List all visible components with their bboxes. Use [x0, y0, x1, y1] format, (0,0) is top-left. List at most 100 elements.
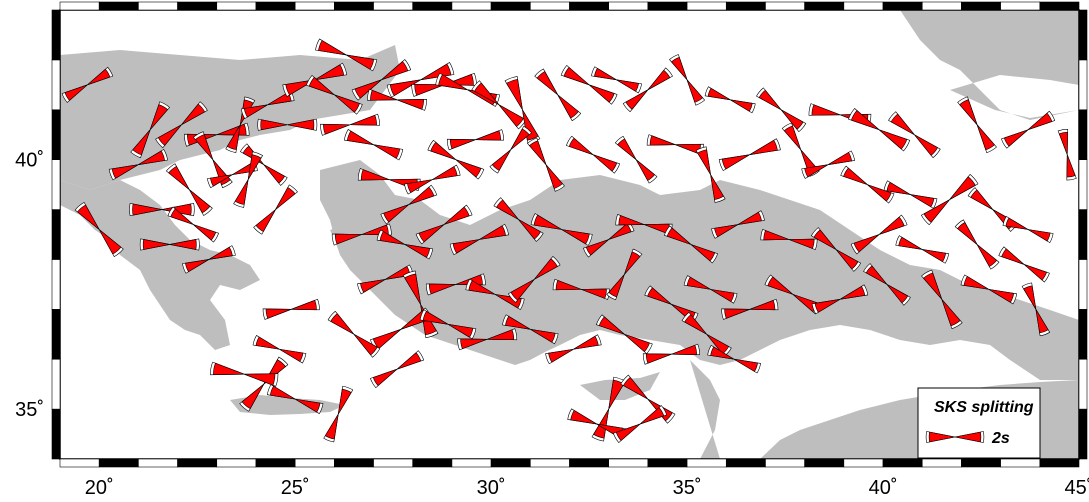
border-top-segment: [138, 1, 178, 11]
symbol-wedge: [853, 234, 880, 253]
symbol-wedge: [491, 149, 511, 171]
splitting-symbol: [622, 67, 673, 113]
splitting-symbol: [502, 314, 559, 345]
symbol-wedge: [383, 204, 410, 223]
splitting-symbol: [957, 96, 997, 154]
symbol-wedge: [563, 66, 590, 86]
symbol-wedge: [506, 79, 523, 110]
symbol-wedge: [337, 388, 352, 415]
symbol-wedge: [647, 69, 671, 91]
splitting-symbol: [139, 238, 200, 251]
symbol-wedge: [568, 137, 594, 155]
splitting-symbol: [493, 197, 544, 242]
symbol-wedge: [169, 239, 197, 250]
border-right-segment: [1078, 408, 1088, 460]
symbol-wedge: [1066, 154, 1076, 178]
symbol-wedge: [449, 138, 476, 150]
splitting-symbol: [663, 225, 719, 264]
splitting-symbol: [252, 335, 307, 364]
symbol-wedge: [241, 383, 265, 410]
border-bottom-segment: [608, 458, 649, 468]
symbol-wedge: [557, 94, 579, 119]
border-bottom-segment: [451, 458, 492, 468]
symbol-wedge: [496, 199, 519, 220]
symbol-wedge: [548, 348, 574, 363]
splitting-symbol: [404, 164, 461, 195]
border-bottom-segment: [804, 458, 845, 468]
border-top-segment: [843, 1, 884, 11]
symbol-wedge: [149, 104, 169, 130]
splitting-symbol: [240, 90, 295, 120]
symbol-wedge: [615, 423, 641, 442]
symbol-wedge: [780, 109, 804, 130]
splitting-symbol: [1021, 282, 1051, 337]
symbol-wedge: [111, 164, 139, 179]
symbol-wedge: [710, 346, 735, 360]
symbol-wedge: [294, 398, 321, 413]
symbol-wedge: [749, 139, 778, 155]
splitting-symbols: [61, 38, 1077, 444]
symbol-wedge: [783, 125, 802, 150]
symbol-wedge: [194, 134, 214, 160]
border-top-segment: [530, 1, 570, 11]
symbol-wedge: [157, 124, 182, 146]
splitting-symbol: [954, 219, 1000, 270]
symbol-wedge: [185, 259, 210, 273]
symbol-wedge: [1027, 112, 1053, 131]
symbol-wedge: [910, 194, 935, 208]
splitting-symbol: [527, 137, 565, 192]
symbol-wedge: [617, 138, 637, 160]
symbol-wedge: [404, 244, 431, 258]
splitting-symbol: [613, 405, 668, 444]
legend-scale-label: 2s: [991, 430, 1010, 447]
x-tick-label: 45˚: [1065, 477, 1089, 499]
splitting-symbol: [446, 129, 504, 151]
symbol-wedge: [487, 329, 515, 341]
border-top-segment: [804, 1, 845, 11]
land-north-black-sea: [395, 10, 1079, 120]
symbol-wedge: [379, 231, 406, 245]
splitting-symbol: [504, 76, 541, 144]
symbol-wedge: [1023, 285, 1037, 310]
symbol-wedge: [234, 179, 249, 205]
symbol-wedge: [323, 123, 351, 135]
symbol-wedge: [370, 89, 398, 101]
symbol-wedge: [714, 224, 739, 238]
land-aegean-islands: [330, 225, 448, 312]
symbol-wedge: [396, 352, 422, 370]
symbol-wedge: [132, 203, 162, 216]
symbol-wedge: [432, 166, 458, 180]
border-bottom-segment: [138, 458, 178, 468]
splitting-symbol: [129, 203, 195, 217]
symbol-wedge: [1005, 217, 1029, 230]
symbol-wedge: [275, 187, 296, 210]
border-left-segment: [51, 408, 61, 460]
border-top-segment: [177, 1, 218, 11]
symbol-wedge: [957, 222, 978, 245]
symbol-wedge: [561, 229, 590, 245]
symbol-wedge: [168, 165, 190, 190]
splitting-symbol: [130, 101, 170, 159]
symbol-wedge: [247, 154, 262, 180]
splitting-symbol: [850, 214, 908, 255]
border-bottom-segment: [334, 458, 374, 468]
symbol-wedge: [498, 104, 524, 127]
symbol-wedge: [724, 308, 750, 319]
symbol-wedge: [710, 174, 724, 200]
splitting-symbol: [305, 74, 363, 115]
border-top-segment: [59, 1, 100, 11]
symbol-wedge: [624, 251, 641, 275]
symbol-wedge: [414, 84, 445, 96]
symbol-wedge: [460, 338, 488, 350]
symbol-wedge: [430, 141, 457, 160]
splitting-symbol: [471, 80, 527, 130]
splitting-symbol: [1001, 110, 1056, 149]
splitting-symbol: [351, 59, 412, 101]
symbol-wedge: [396, 99, 424, 110]
symbol-wedge: [707, 87, 731, 101]
border-top-segment: [686, 1, 727, 11]
symbol-wedge: [455, 159, 482, 178]
symbol-wedge: [1023, 264, 1048, 281]
border-top-segment: [373, 1, 414, 11]
symbol-wedge: [581, 288, 607, 299]
